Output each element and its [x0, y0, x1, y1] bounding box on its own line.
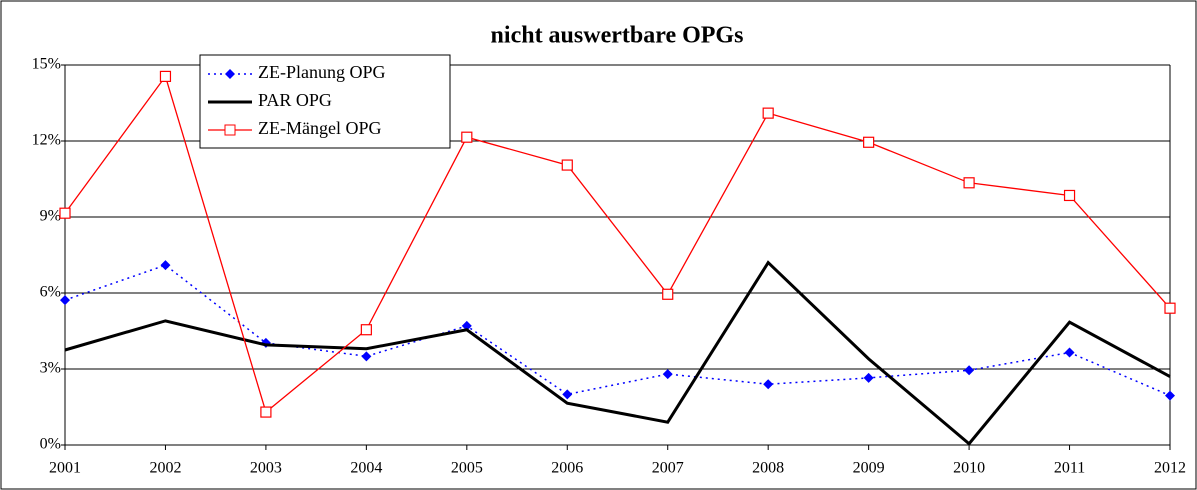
point-marker [1063, 189, 1076, 202]
x-tick-label: 2006 [551, 460, 583, 477]
x-tick-label: 2012 [1154, 460, 1186, 477]
y-tick-label: 6% [40, 284, 61, 301]
x-tick-label: 2007 [652, 460, 684, 477]
x-tick-label: 2003 [250, 460, 282, 477]
point-marker [863, 136, 875, 148]
x-tick-label: 2010 [953, 460, 985, 477]
point-marker [963, 177, 975, 189]
point-marker [260, 406, 272, 418]
y-tick-label: 9% [40, 208, 61, 225]
y-tick-label: 3% [40, 360, 61, 377]
series-line [64, 74, 1171, 414]
point-marker [160, 260, 171, 271]
point-marker [1064, 347, 1075, 358]
point-marker [461, 131, 473, 143]
point-marker [1165, 390, 1175, 401]
point-marker [863, 372, 874, 383]
point-marker [964, 365, 975, 376]
legend-label: ZE-Planung OPG [258, 62, 386, 82]
x-tick-label: 2004 [350, 460, 382, 477]
legend-marker [224, 124, 236, 136]
point-marker [562, 389, 573, 400]
x-tick-label: 2008 [752, 460, 784, 477]
point-marker [360, 324, 372, 336]
point-marker [1164, 302, 1176, 314]
x-tick-label: 2001 [49, 460, 81, 477]
point-marker [461, 320, 472, 331]
point-marker [561, 159, 573, 171]
legend-marker [225, 69, 235, 79]
y-tick-label: 0% [40, 436, 61, 453]
point-marker [662, 288, 674, 300]
point-marker [60, 295, 70, 306]
point-marker [361, 351, 372, 362]
x-tick-label: 2011 [1054, 460, 1085, 477]
legend-label: PAR OPG [258, 90, 332, 110]
point-marker [159, 70, 172, 83]
y-tick-label: 12% [32, 132, 61, 149]
series-line [64, 264, 1171, 397]
point-marker [59, 207, 71, 219]
series-line [64, 260, 1171, 446]
x-tick-label: 2005 [451, 460, 483, 477]
point-marker [763, 379, 774, 390]
y-tick-label: 15% [32, 56, 61, 73]
point-marker [662, 369, 673, 380]
chart-title: nicht auswertbare OPGs [491, 23, 744, 49]
legend-label: ZE-Mängel OPG [258, 118, 381, 138]
x-tick-label: 2009 [853, 460, 885, 477]
point-marker [762, 107, 774, 119]
x-tick-label: 2002 [149, 460, 181, 477]
